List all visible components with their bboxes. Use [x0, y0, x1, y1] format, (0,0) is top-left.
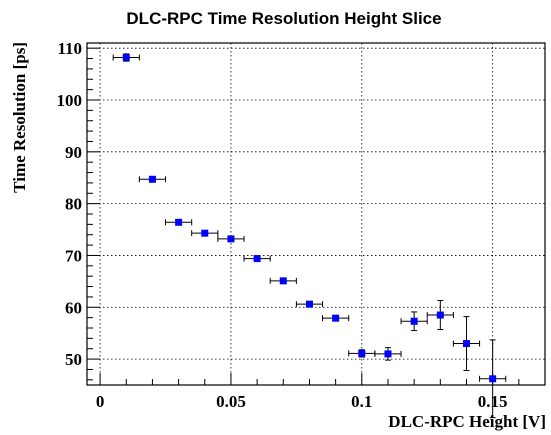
data-marker [279, 277, 287, 285]
data-marker [175, 218, 183, 226]
data-point [217, 235, 245, 243]
chart-title: DLC-RPC Time Resolution Height Slice [126, 9, 441, 28]
data-marker [410, 317, 418, 325]
data-point [479, 339, 507, 419]
data-point [322, 314, 350, 322]
grid-layer [87, 43, 545, 385]
y-tick-label: 110 [57, 39, 82, 58]
data-point [426, 300, 454, 331]
data-marker [122, 54, 130, 62]
y-axis-label: Time Resolution [ps] [10, 42, 29, 193]
data-point [243, 255, 271, 263]
data-marker [332, 314, 340, 322]
y-tick-label: 60 [65, 298, 82, 317]
data-point [400, 311, 428, 332]
data-marker [384, 350, 392, 358]
data-marker [253, 255, 261, 263]
x-tick-label: 0 [96, 392, 105, 411]
data-point [165, 218, 193, 226]
data-point [452, 316, 481, 371]
x-axis-label: DLC-RPC Height [V] [388, 412, 546, 431]
y-tick-label: 80 [65, 195, 82, 214]
data-marker [358, 349, 366, 357]
data-point [269, 277, 297, 285]
data-marker [462, 340, 470, 348]
data-marker [305, 300, 313, 308]
points-layer [112, 53, 507, 419]
y-tick-label: 50 [65, 350, 82, 369]
data-marker [489, 375, 497, 383]
data-point [191, 229, 219, 237]
data-marker [436, 311, 444, 319]
data-marker [227, 235, 235, 243]
y-tick-label: 100 [57, 91, 83, 110]
y-tick-label: 90 [65, 143, 82, 162]
data-point [348, 349, 376, 358]
data-point [112, 53, 140, 62]
data-point [295, 300, 324, 308]
data-point [374, 347, 402, 361]
x-tick-label: 0.1 [351, 392, 372, 411]
data-marker [201, 229, 209, 237]
plot-frame [86, 42, 546, 386]
data-marker [148, 175, 156, 183]
y-tick-label: 70 [65, 246, 82, 265]
x-tick-label: 0.05 [216, 392, 246, 411]
data-point [138, 175, 167, 183]
